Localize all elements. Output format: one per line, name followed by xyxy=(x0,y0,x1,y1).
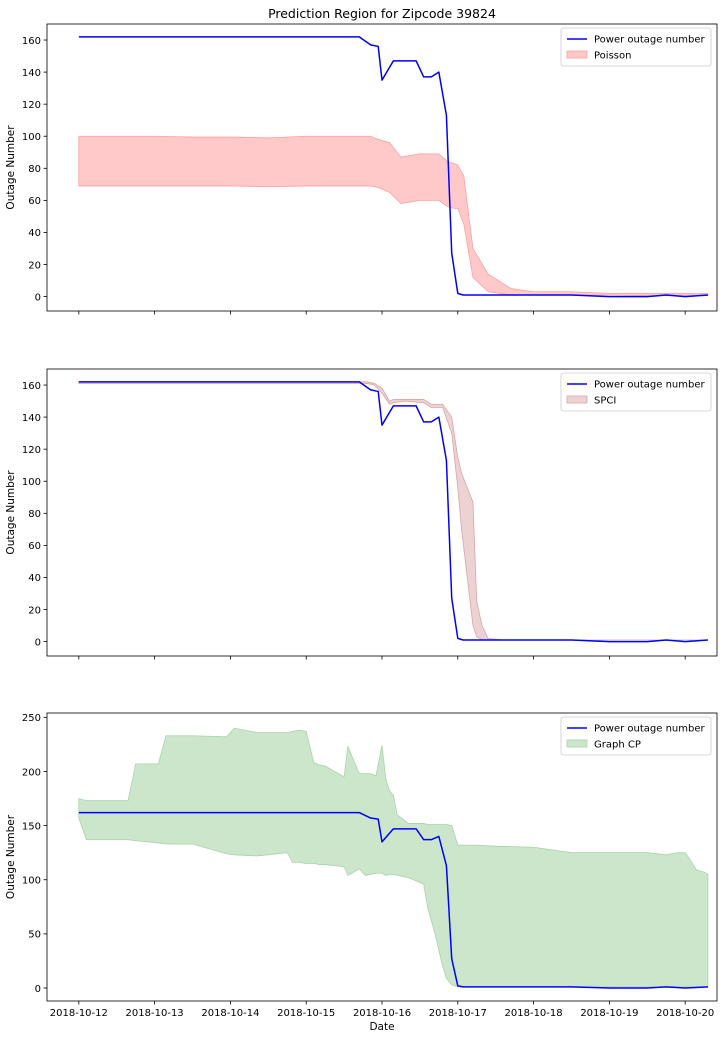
y-tick-label: 100 xyxy=(22,477,41,488)
x-tick-label: 2018-10-12 xyxy=(50,1008,108,1019)
x-tick-label: 2018-10-20 xyxy=(656,1008,714,1019)
y-tick-label: 100 xyxy=(22,132,41,143)
poisson-panel: 0 20 40 60 80 100 120 140 160 Outage Number Power … xyxy=(5,23,718,315)
y-tick-label: 150 xyxy=(22,821,41,832)
y-tick-label: 40 xyxy=(28,573,41,584)
graph-cp-panel: 0 50 100 150 200 250 2018-10-12 2018-10-13 2018-… xyxy=(5,712,718,1033)
y-tick-label: 50 xyxy=(28,930,41,941)
x-axis-label: Date xyxy=(369,1021,394,1033)
y-tick-label: 0 xyxy=(35,637,41,648)
y-tick-label: 140 xyxy=(22,413,41,424)
power-outage-line xyxy=(78,381,708,643)
y-tick-label: 20 xyxy=(28,605,41,616)
prediction-band xyxy=(78,135,709,297)
prediction-band xyxy=(78,381,708,641)
y-tick-label: 140 xyxy=(22,68,41,79)
power-outage-line xyxy=(78,811,708,989)
y-axis-label: Outage Number xyxy=(5,814,17,899)
legend-box xyxy=(560,27,712,67)
x-tick-label: 2018-10-17 xyxy=(429,1008,487,1019)
legend-label: Power outage number xyxy=(594,724,706,735)
x-tick-label: 2018-10-15 xyxy=(277,1008,335,1019)
legend-label: Power outage number xyxy=(594,35,706,46)
y-tick-label: 0 xyxy=(35,984,41,995)
y-tick-label: 80 xyxy=(28,509,41,520)
y-tick-label: 120 xyxy=(22,100,41,111)
spci-panel: 0 20 40 60 80 100 120 140 160 Outage Number Power … xyxy=(5,368,718,660)
y-tick-label: 250 xyxy=(22,713,41,724)
legend-band-swatch xyxy=(566,739,588,748)
x-tick-label: 2018-10-13 xyxy=(126,1008,184,1019)
y-tick-label: 0 xyxy=(35,292,41,303)
y-tick-label: 200 xyxy=(22,767,41,778)
y-tick-label: 60 xyxy=(28,541,41,552)
y-tick-label: 100 xyxy=(22,876,41,887)
y-tick-label: 80 xyxy=(28,164,41,175)
y-axis-label: Outage Number xyxy=(5,125,17,210)
legend-label: Power outage number xyxy=(594,380,706,391)
legend-box xyxy=(560,716,712,756)
legend-box xyxy=(560,372,712,412)
legend-band-swatch xyxy=(566,395,588,404)
y-axis-label: Outage Number xyxy=(5,470,17,555)
y-tick-label: 40 xyxy=(28,228,41,239)
legend-label: Poisson xyxy=(594,51,631,62)
y-tick-label: 20 xyxy=(28,260,41,271)
x-tick-label: 2018-10-14 xyxy=(201,1008,259,1019)
y-tick-label: 120 xyxy=(22,445,41,456)
x-tick-label: 2018-10-19 xyxy=(580,1008,638,1019)
legend-label: SPCI xyxy=(594,396,616,407)
figure-title: Prediction Region for Zipcode 39824 xyxy=(268,6,496,21)
x-tick-label: 2018-10-16 xyxy=(353,1008,411,1019)
y-tick-label: 60 xyxy=(28,196,41,207)
legend-band-swatch xyxy=(566,50,588,59)
legend-label: Graph CP xyxy=(594,740,641,751)
x-tick-label: 2018-10-18 xyxy=(505,1008,563,1019)
y-tick-label: 160 xyxy=(22,381,41,392)
power-outage-line xyxy=(78,36,708,298)
y-tick-label: 160 xyxy=(22,36,41,47)
